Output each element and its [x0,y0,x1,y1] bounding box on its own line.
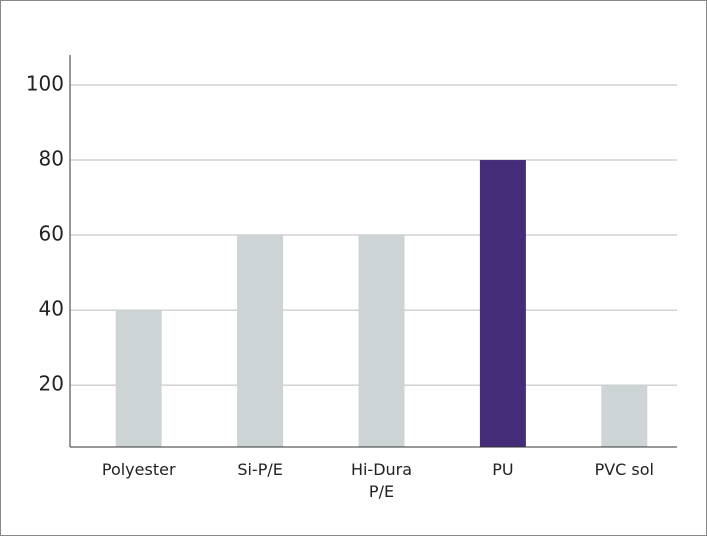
y-tick-label: 20 [39,372,64,396]
x-tick-label: Hi-Dura P/E [350,460,413,501]
y-tick-label: 40 [39,297,64,321]
bar [601,385,648,447]
x-tick-label: Polyester [101,460,176,479]
bar [358,235,405,447]
x-tick-label: Si-P/E [237,460,283,479]
bar [237,235,284,447]
bar [479,160,526,447]
x-tick-label: PVC sol [594,460,654,479]
y-tick-label: 100 [26,72,64,96]
y-tick-label: 60 [39,222,64,246]
bar [115,310,162,447]
y-tick-label: 80 [39,147,64,171]
x-tick-label: PU [492,460,514,479]
